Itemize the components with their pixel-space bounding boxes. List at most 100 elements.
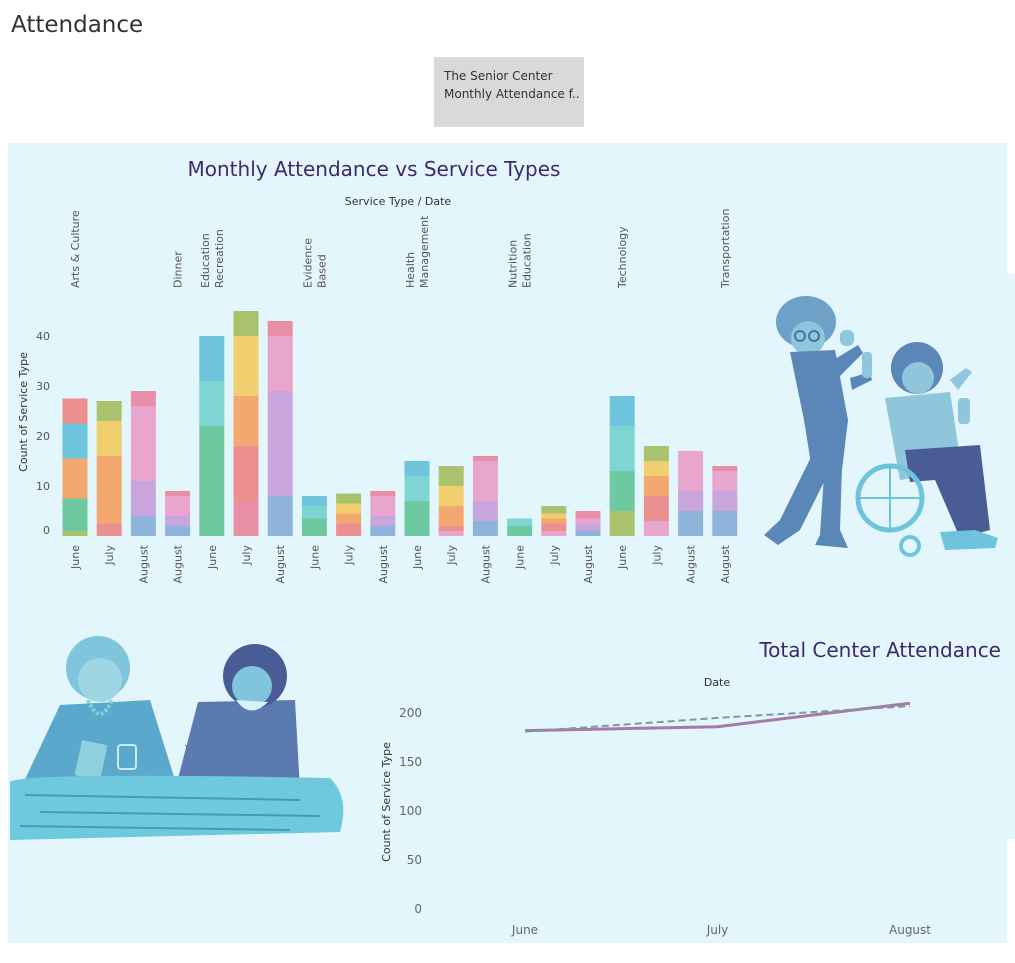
bar-segment[interactable] — [507, 526, 533, 531]
bar-segment[interactable] — [678, 451, 704, 476]
bar-segment[interactable] — [62, 423, 88, 459]
bar-segment[interactable] — [678, 491, 704, 511]
bar-x-label: July — [240, 545, 253, 566]
bar-segment[interactable] — [541, 518, 567, 524]
bar-segment[interactable] — [712, 491, 738, 511]
bar-segment[interactable] — [643, 461, 669, 476]
bar-segment[interactable] — [472, 471, 498, 501]
bar-y-tick-2: 20 — [36, 430, 50, 443]
bar-segment[interactable] — [267, 446, 293, 496]
bar-segment[interactable] — [336, 531, 362, 536]
bar-segment[interactable] — [438, 486, 464, 506]
bar-segment[interactable] — [575, 523, 601, 532]
bar-segment[interactable] — [233, 396, 259, 446]
bar-segment[interactable] — [199, 486, 225, 536]
bar-segment[interactable] — [267, 496, 293, 536]
bar-segment[interactable] — [96, 523, 122, 537]
bar-segment[interactable] — [609, 471, 635, 511]
bar-segment[interactable] — [472, 456, 498, 461]
bar-segment[interactable] — [507, 518, 533, 527]
bar-segment[interactable] — [678, 476, 704, 491]
bar-segment[interactable] — [472, 461, 498, 471]
bar-segment[interactable] — [233, 446, 259, 501]
bar-segment[interactable] — [609, 426, 635, 471]
bar-segment[interactable] — [62, 531, 88, 536]
bar-segment[interactable] — [96, 456, 122, 491]
bar-segment[interactable] — [62, 398, 88, 424]
bar-segment[interactable] — [301, 496, 327, 506]
bar-segment[interactable] — [130, 406, 156, 441]
bar-segment[interactable] — [233, 501, 259, 536]
bar-segment[interactable] — [541, 513, 567, 519]
bar-segment[interactable] — [472, 501, 498, 521]
bar-segment[interactable] — [472, 521, 498, 536]
bar-segment[interactable] — [96, 401, 122, 421]
bar-segment[interactable] — [62, 458, 88, 499]
line-chart-y-ticks: 0 50 100 150 200 — [399, 706, 422, 916]
bar-segment[interactable] — [301, 526, 327, 536]
bar-segment[interactable] — [507, 531, 533, 536]
bar-segment[interactable] — [575, 531, 601, 536]
bar-segment[interactable] — [438, 531, 464, 536]
bar-segment[interactable] — [438, 526, 464, 531]
bar-segment[interactable] — [130, 441, 156, 481]
bar-segment[interactable] — [165, 506, 191, 516]
bar-segment[interactable] — [130, 391, 156, 406]
bar-segment[interactable] — [541, 523, 567, 532]
bar-segment[interactable] — [712, 476, 738, 491]
bar-segment[interactable] — [712, 471, 738, 476]
bar-segment[interactable] — [609, 396, 635, 426]
bar-segment[interactable] — [370, 506, 396, 516]
bar-segment[interactable] — [96, 421, 122, 456]
bar-segment[interactable] — [712, 511, 738, 536]
bar-segment[interactable] — [336, 503, 362, 514]
bar-segment[interactable] — [165, 516, 191, 526]
bar-segment[interactable] — [712, 466, 738, 471]
line-chart-x-ticks: June July August — [511, 923, 931, 937]
line-x-tick-1: July — [706, 923, 729, 937]
bar-segment[interactable] — [336, 513, 362, 524]
bar-segment[interactable] — [130, 516, 156, 536]
bar-segment[interactable] — [370, 526, 396, 536]
line-series-1[interactable] — [524, 705, 911, 733]
bar-segment[interactable] — [643, 496, 669, 521]
filter-text-box[interactable]: The Senior Center Monthly Attendance f.. — [434, 57, 584, 127]
bar-segment[interactable] — [575, 518, 601, 524]
bar-segment[interactable] — [370, 496, 396, 506]
bar-segment[interactable] — [609, 511, 635, 536]
bar-segment[interactable] — [438, 506, 464, 526]
bar-segment[interactable] — [165, 496, 191, 506]
bar-segment[interactable] — [643, 476, 669, 496]
bar-segment[interactable] — [267, 336, 293, 391]
bar-segment[interactable] — [404, 476, 430, 501]
bar-segment[interactable] — [301, 506, 327, 519]
bar-segment[interactable] — [575, 511, 601, 519]
bar-segment[interactable] — [165, 526, 191, 536]
bar-segment[interactable] — [267, 391, 293, 446]
bar-segment[interactable] — [643, 446, 669, 461]
bar-segment[interactable] — [62, 498, 88, 532]
bar-segment[interactable] — [370, 516, 396, 526]
bar-x-label: August — [479, 544, 492, 583]
bar-segment[interactable] — [404, 521, 430, 536]
bar-segment[interactable] — [438, 466, 464, 486]
bar-segment[interactable] — [96, 491, 122, 524]
bar-segment[interactable] — [267, 321, 293, 336]
bar-segment[interactable] — [130, 481, 156, 516]
bar-segment[interactable] — [336, 493, 362, 504]
bar-segment[interactable] — [199, 381, 225, 426]
bar-segment[interactable] — [165, 491, 191, 496]
bar-segment[interactable] — [541, 531, 567, 536]
bar-segment[interactable] — [233, 336, 259, 396]
bar-segment[interactable] — [199, 426, 225, 486]
bar-segment[interactable] — [404, 461, 430, 476]
bar-segment[interactable] — [336, 523, 362, 532]
bar-segment[interactable] — [404, 501, 430, 521]
bar-segment[interactable] — [643, 521, 669, 536]
bar-segment[interactable] — [541, 506, 567, 514]
bar-segment[interactable] — [370, 491, 396, 496]
bar-segment[interactable] — [678, 511, 704, 536]
bar-segment[interactable] — [301, 518, 327, 527]
bar-segment[interactable] — [199, 336, 225, 381]
bar-segment[interactable] — [233, 311, 259, 336]
